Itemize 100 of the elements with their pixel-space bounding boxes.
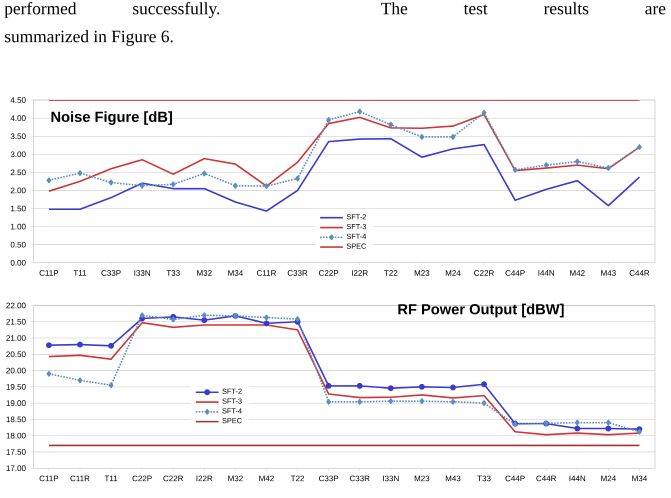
point [202, 170, 207, 176]
y-tick-label: 2.00 [10, 188, 26, 194]
y-tick-label: 20.00 [6, 368, 26, 374]
x-tick-label: T22 [290, 475, 304, 482]
point [46, 177, 52, 184]
point [574, 425, 580, 432]
point [140, 312, 145, 318]
x-tick-label: I44N [570, 475, 586, 481]
point [78, 377, 82, 384]
point [326, 398, 332, 405]
y-tick-label: 22.00 [6, 302, 26, 308]
point [481, 381, 487, 388]
x-tick-label: C33R [288, 270, 308, 276]
x-tick-label: T33 [166, 270, 180, 276]
x-tick-label: M23 [414, 475, 430, 482]
x-tick-label: T22 [384, 270, 398, 276]
point [388, 398, 394, 404]
x-tick-label: M43 [601, 270, 616, 276]
point [264, 320, 270, 326]
x-tick-label: I22R [352, 270, 368, 276]
y-tick-label: 4.50 [10, 97, 26, 103]
point [108, 382, 114, 388]
y-tick-label: 3.50 [10, 133, 26, 139]
y-tick-label: 3.00 [10, 151, 26, 158]
point [637, 428, 642, 435]
point [326, 382, 332, 389]
x-tick-label: C22P [132, 475, 152, 482]
x-tick-label: C33P [319, 475, 338, 482]
x-tick-label: I44N [538, 270, 554, 276]
point [512, 166, 518, 173]
y-tick-label: 19.50 [6, 384, 26, 390]
point [388, 122, 394, 128]
point [295, 316, 300, 322]
x-tick-label: M42 [570, 270, 585, 276]
x-tick-label: I33N [134, 270, 150, 276]
x-tick-label: M24 [446, 270, 461, 276]
point [78, 170, 82, 176]
text: performed successfully. The test results are [4, 2, 666, 18]
point [264, 314, 269, 320]
x-tick-label: M32 [197, 270, 212, 276]
text: summarized in Figure 6. [4, 30, 173, 46]
point [482, 400, 486, 406]
y-tick-label: 18.00 [6, 432, 26, 438]
y-tick-label: 2.50 [10, 169, 26, 176]
chart-title: RF Power Output [dBW] [398, 304, 564, 318]
x-tick-label: I22R [196, 475, 212, 482]
point [544, 162, 549, 168]
point [201, 317, 208, 323]
x-tick-label: M23 [414, 270, 430, 276]
x-tick-label: C33R [350, 475, 370, 482]
point [357, 108, 362, 114]
point [574, 158, 580, 164]
y-tick-label: 18.50 [6, 416, 26, 422]
y-tick-label: 19.00 [6, 400, 26, 406]
point [295, 175, 300, 182]
point [170, 181, 176, 188]
point [605, 425, 612, 432]
x-tick-label: C22R [474, 270, 494, 276]
point [419, 134, 424, 140]
point [232, 182, 238, 189]
y-tick-label: 1.00 [11, 224, 26, 230]
point [140, 182, 145, 189]
x-tick-label: M34 [228, 270, 243, 276]
point [77, 341, 83, 348]
point [450, 134, 456, 140]
point [108, 342, 114, 349]
x-tick-label: M24 [601, 475, 616, 482]
x-tick-label: C44R [536, 475, 556, 482]
x-tick-label: C11R [70, 475, 90, 482]
x-tick-label: C11R [256, 270, 276, 276]
x-tick-label: M34 [632, 475, 648, 482]
point [637, 144, 642, 150]
y-tick-label: 20.50 [6, 351, 26, 358]
text: Noise Figure [dB] [51, 111, 172, 125]
point [606, 164, 611, 171]
point [388, 385, 394, 391]
point [419, 398, 424, 404]
point [202, 312, 207, 318]
point [326, 116, 332, 123]
point [356, 382, 363, 389]
point [482, 110, 486, 116]
x-tick-label: T33 [477, 475, 491, 482]
x-tick-label: M43 [446, 475, 460, 482]
x-tick-label: T11 [104, 475, 118, 481]
y-tick-label: 1.50 [11, 206, 26, 212]
y-tick-label: 21.00 [6, 335, 26, 341]
point [450, 384, 456, 390]
x-tick-label: C44P [506, 270, 525, 276]
point [264, 183, 269, 189]
x-tick-label: C22R [163, 475, 184, 482]
point [450, 398, 456, 405]
y-tick-label: 4.00 [10, 115, 26, 121]
x-tick-label: I33N [383, 475, 399, 482]
x-tick-label: C44P [506, 475, 525, 482]
x-tick-label: C22P [319, 270, 338, 276]
x-tick-label: C44R [630, 270, 650, 276]
point [170, 316, 176, 322]
x-tick-label: C11P [40, 475, 58, 482]
x-tick-label: T11 [74, 270, 86, 276]
x-tick-label: C33P [101, 270, 121, 276]
